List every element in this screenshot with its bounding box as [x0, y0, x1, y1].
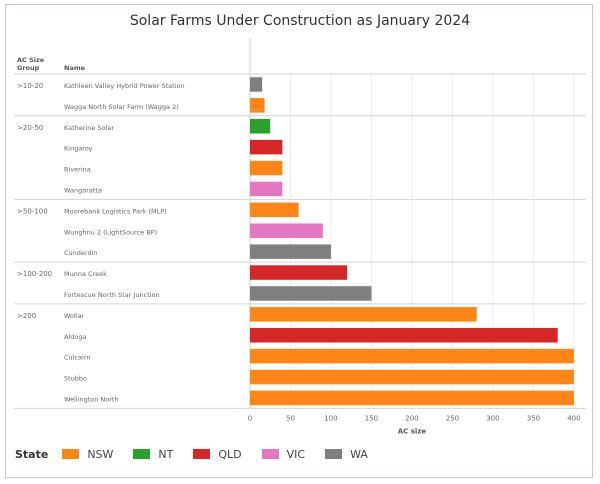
name-column-header: Name [64, 64, 86, 72]
legend-swatch [62, 449, 80, 459]
x-tick-label: 350 [527, 414, 540, 422]
row-name: Culcairn [64, 354, 91, 362]
legend-label: VIC [286, 447, 306, 461]
legend-label: WA [350, 447, 368, 461]
bar [250, 348, 574, 364]
row-name: Munna Creek [64, 270, 107, 278]
legend-swatch [193, 449, 211, 459]
legend-label: NT [158, 447, 174, 461]
legend-swatch [325, 449, 343, 459]
bar [250, 139, 283, 155]
x-tick-label: 300 [486, 414, 499, 422]
legend-item-qld: QLD [193, 447, 242, 461]
legend-label: NSW [87, 447, 114, 461]
row-name: Wellington North [64, 396, 119, 404]
legend-title: State [15, 447, 49, 461]
legend-item-nt: NT [133, 448, 173, 461]
x-tick-label: 250 [446, 414, 459, 422]
bar [250, 119, 271, 134]
bar [250, 369, 574, 385]
group-label: >10-20 [17, 82, 43, 90]
row-name: Kathleen Valley Hybrid Power Station [64, 82, 185, 90]
x-tick-label: 400 [567, 414, 580, 422]
x-tick-label: 0 [248, 414, 252, 422]
row-name: Wagga North Solar Farm (Wagga 2) [64, 103, 179, 111]
row-name: Katherine Solar [64, 124, 114, 132]
row-name: Wollar [64, 312, 85, 320]
group-header-text: AC Size Group [17, 56, 45, 72]
bar [250, 307, 477, 322]
bar [250, 328, 558, 343]
bar [250, 223, 323, 238]
bar [250, 98, 265, 113]
legend: State NSW NT QLD VIC WA [15, 444, 388, 464]
x-tick-label: 100 [324, 414, 337, 422]
group-column-header: AC Size Group [17, 56, 44, 72]
chart-title: Solar Farms Under Construction as Januar… [129, 13, 471, 29]
row-name: Cunderdin [64, 249, 98, 257]
group-label: >100-200 [17, 270, 52, 278]
bar [250, 160, 283, 176]
legend-item-vic: VIC [261, 447, 306, 461]
legend-item-wa: WA [325, 448, 368, 461]
group-label: >20-50 [17, 124, 43, 132]
bar [250, 390, 574, 406]
group-label: >50-100 [17, 207, 48, 215]
bar [250, 77, 263, 92]
row-name: Stubbo [64, 375, 87, 383]
x-tick-label: 50 [286, 414, 295, 422]
legend-swatch [261, 449, 279, 459]
row-name: Riverina [64, 166, 91, 174]
row-name: Kingaroy [64, 145, 93, 153]
legend-swatch [133, 449, 151, 459]
x-tick-label: 150 [365, 414, 378, 422]
bar [250, 181, 283, 197]
legend-label: QLD [218, 447, 242, 461]
bar [250, 265, 348, 280]
x-axis-label: AC size [398, 427, 427, 435]
row-name: Fortescue North Star Junction [64, 291, 160, 299]
row-name: Wunghnu 2 (LightSource BP) [64, 228, 157, 236]
bar [250, 244, 331, 259]
row-name: Wangaratta [64, 187, 102, 195]
x-tick-label: 200 [405, 414, 418, 422]
bar [250, 286, 372, 301]
bar [250, 202, 299, 218]
row-name: Moorebank Logistics Park (MLP) [64, 207, 167, 215]
group-label: >200 [17, 312, 36, 320]
row-name: Aldoga [64, 333, 86, 341]
legend-item-nsw: NSW [62, 448, 113, 461]
bar-chart: >10-20 Kathleen Valley Hybrid Power Stati… [14, 38, 586, 435]
